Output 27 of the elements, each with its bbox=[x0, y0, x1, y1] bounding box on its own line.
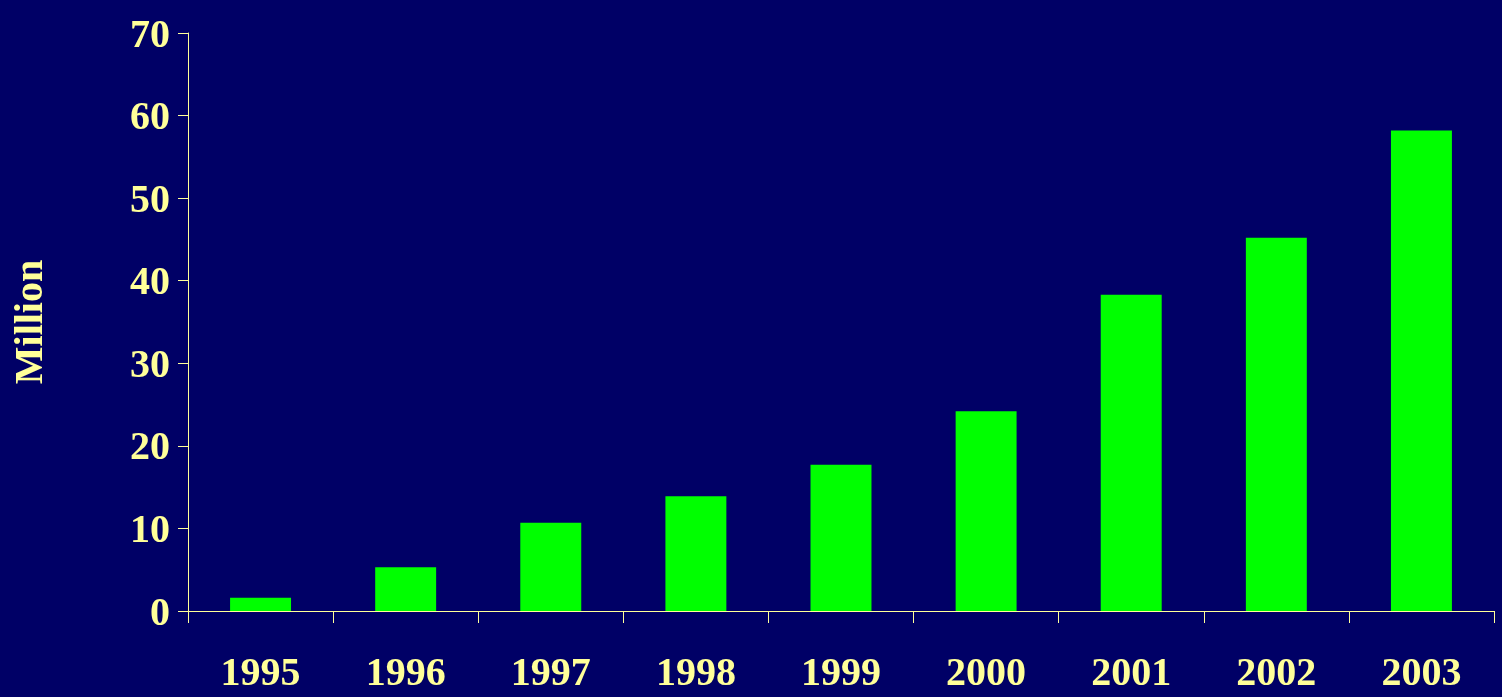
x-tick-label: 1995 bbox=[220, 648, 301, 694]
bar bbox=[955, 411, 1017, 611]
y-tick-label: 30 bbox=[130, 340, 170, 386]
y-tick-label: 10 bbox=[130, 505, 170, 551]
x-tick-label: 1996 bbox=[365, 648, 446, 694]
bar bbox=[375, 567, 437, 611]
y-tick-label: 20 bbox=[130, 423, 170, 469]
bar bbox=[1390, 130, 1452, 611]
y-tick-label: 0 bbox=[150, 588, 170, 634]
bar bbox=[665, 496, 727, 611]
y-tick-label: 70 bbox=[130, 10, 170, 56]
x-tick-label: 2002 bbox=[1236, 648, 1317, 694]
y-tick-label: 60 bbox=[130, 93, 170, 139]
bar bbox=[230, 597, 292, 611]
x-tick-label: 2001 bbox=[1091, 648, 1172, 694]
bar bbox=[1100, 294, 1162, 611]
x-tick-label: 2003 bbox=[1381, 648, 1462, 694]
y-tick-label: 40 bbox=[130, 258, 170, 304]
x-tick-label: 1997 bbox=[510, 648, 591, 694]
y-axis-title: Million bbox=[5, 259, 51, 385]
bar bbox=[520, 522, 582, 611]
y-tick-label: 50 bbox=[130, 175, 170, 221]
x-tick-label: 1998 bbox=[655, 648, 736, 694]
bar bbox=[810, 464, 872, 611]
bar bbox=[1245, 237, 1307, 611]
x-tick-label: 1999 bbox=[801, 648, 881, 694]
x-tick-label: 2000 bbox=[946, 648, 1027, 694]
